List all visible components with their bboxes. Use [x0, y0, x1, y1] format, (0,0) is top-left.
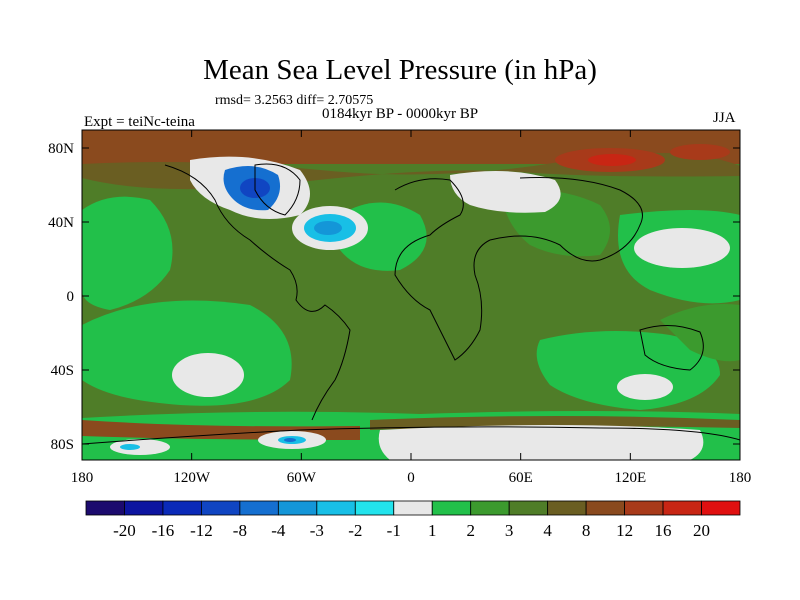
colorbar-swatch [316, 500, 356, 516]
colorbar-swatch [470, 500, 510, 516]
colorbar-label: 16 [655, 521, 672, 540]
lat-tick-label: 40S [51, 363, 74, 379]
map-title: Mean Sea Level Pressure (in hPa) [203, 54, 597, 86]
colorbar-swatch [239, 500, 279, 516]
longitude-axis: 180 120W 60W 0 60E 120E 180 [71, 130, 752, 486]
coast-asia [489, 177, 643, 262]
colorbar-swatch [701, 500, 741, 516]
field-ross-neg2 [120, 444, 140, 450]
rmsd-diff-stats: rmsd= 3.2563 diff= 2.70575 [215, 93, 374, 108]
field-siberia-16to20 [588, 154, 636, 166]
colorbar-label: -8 [233, 521, 247, 540]
colorbar-label: 1 [428, 521, 437, 540]
lat-tick-label: 80S [51, 437, 74, 453]
field-indian-ocean-2 [536, 331, 720, 410]
lon-tick-label: 180 [729, 470, 752, 486]
colorbar-label: 20 [693, 521, 710, 540]
colorbar-swatch [124, 500, 164, 516]
field-scandinavia-white [450, 171, 561, 213]
field-indian-ocean-white [617, 374, 673, 400]
field-arctic-east [670, 144, 730, 160]
coast-greenland [254, 163, 301, 216]
colorbar-swatch [585, 500, 625, 516]
lon-tick-label: 60W [287, 470, 317, 486]
field-pacific-north-2 [82, 196, 173, 310]
latitude-axis: 80N 40N 0 40S 80S [48, 141, 740, 453]
field-north-pacific-white [634, 228, 730, 268]
colorbar-label: -20 [113, 521, 136, 540]
colorbar-swatch [85, 500, 125, 516]
field-atlantic-neg3 [314, 221, 342, 235]
colorbar-swatch [354, 500, 395, 516]
coastlines [82, 163, 740, 445]
colorbar-swatch [162, 500, 202, 516]
colorbar-label: -1 [387, 521, 401, 540]
lat-tick-label: 0 [67, 289, 75, 305]
colorbar-label: 3 [505, 521, 514, 540]
colorbar-label: 2 [466, 521, 475, 540]
coast-antarctica [82, 426, 740, 445]
colorbar-swatch [547, 500, 587, 516]
coast-europe-africa [394, 178, 491, 361]
colorbar-swatch [201, 500, 241, 516]
colorbar: -20 -16 -12 -8 -4 -3 -2 -1 1 2 3 4 8 12 16 20 [85, 500, 741, 540]
colorbar-swatch [431, 500, 472, 516]
colorbar-swatch [277, 500, 318, 516]
field-antarctica-white [378, 425, 704, 460]
colorbar-swatch [393, 500, 433, 516]
season-label: JJA [713, 110, 736, 126]
time-period: 0184kyr BP - 0000kyr BP [322, 106, 479, 122]
colorbar-swatch [508, 500, 549, 516]
lat-tick-label: 40N [48, 215, 74, 231]
colorbar-label: -16 [152, 521, 175, 540]
lon-tick-label: 120E [614, 470, 646, 486]
colorbar-label: 12 [616, 521, 633, 540]
colorbar-swatch [624, 500, 664, 516]
coast-australia [639, 325, 704, 371]
lon-tick-label: 180 [71, 470, 94, 486]
colorbar-label: -2 [348, 521, 362, 540]
field-weddell-neg4 [284, 438, 296, 442]
colorbar-label: -3 [310, 521, 324, 540]
lon-tick-label: 0 [407, 470, 415, 486]
colorbar-label: 4 [543, 521, 552, 540]
pressure-field [82, 130, 740, 460]
colorbar-label: 8 [582, 521, 591, 540]
coast-americas [164, 164, 351, 421]
lon-tick-label: 60E [509, 470, 533, 486]
experiment-label: Expt = teiNc-teina [84, 114, 195, 130]
colorbar-swatch [662, 500, 702, 516]
field-south-pacific-white [172, 353, 244, 397]
lon-tick-label: 120W [173, 470, 211, 486]
colorbar-label: -4 [271, 521, 286, 540]
lat-tick-label: 80N [48, 141, 74, 157]
colorbar-label: -12 [190, 521, 213, 540]
